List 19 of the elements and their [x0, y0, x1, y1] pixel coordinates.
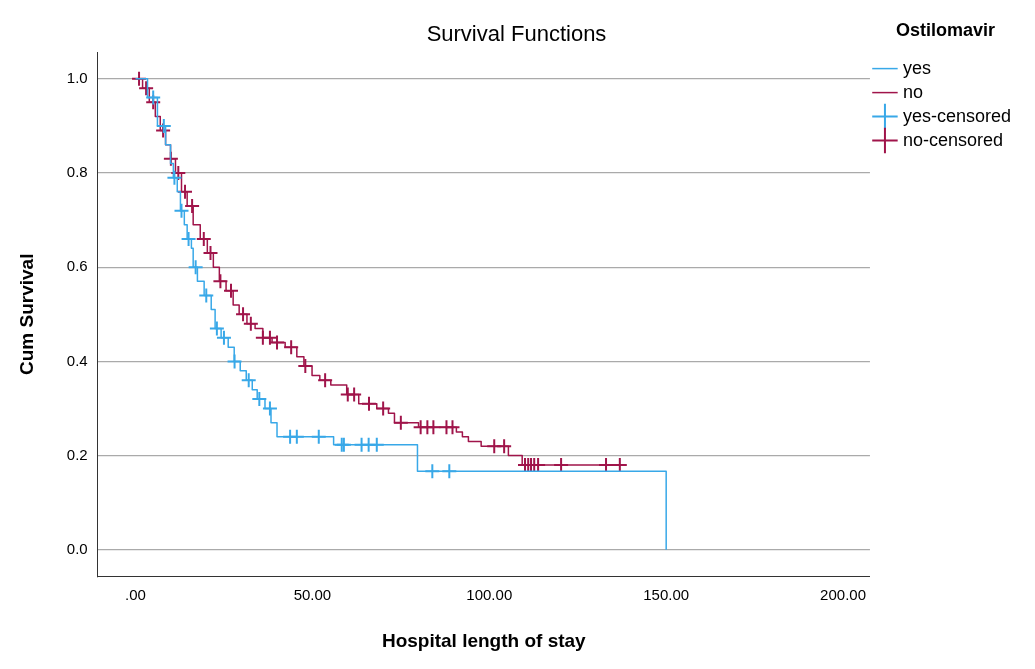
x-axis-title: Hospital length of stay — [381, 629, 587, 651]
legend-title: Ostilomavir — [895, 19, 995, 40]
y-axis-title: Cum Survival — [15, 253, 37, 376]
y-tick-label: 1.0 — [66, 68, 88, 86]
x-tick-label: .00 — [125, 586, 146, 604]
y-tick-label: 0.6 — [66, 257, 88, 275]
legend-label: no — [902, 81, 923, 102]
y-tick-label: 0.2 — [66, 445, 88, 463]
y-tick-label: 0.8 — [66, 163, 88, 181]
x-tick-label: 50.00 — [293, 586, 332, 604]
legend-label: yes — [902, 57, 931, 78]
x-tick-label: 200.00 — [820, 586, 867, 604]
x-tick-label: 100.00 — [466, 586, 513, 604]
chart-title: Survival Functions — [426, 21, 607, 47]
legend-label: yes-censored — [902, 105, 1012, 126]
y-tick-label: 0.4 — [66, 351, 88, 369]
legend-label: no-censored — [902, 129, 1004, 150]
x-tick-label: 150.00 — [643, 586, 690, 604]
y-tick-label: 0.0 — [66, 539, 88, 557]
